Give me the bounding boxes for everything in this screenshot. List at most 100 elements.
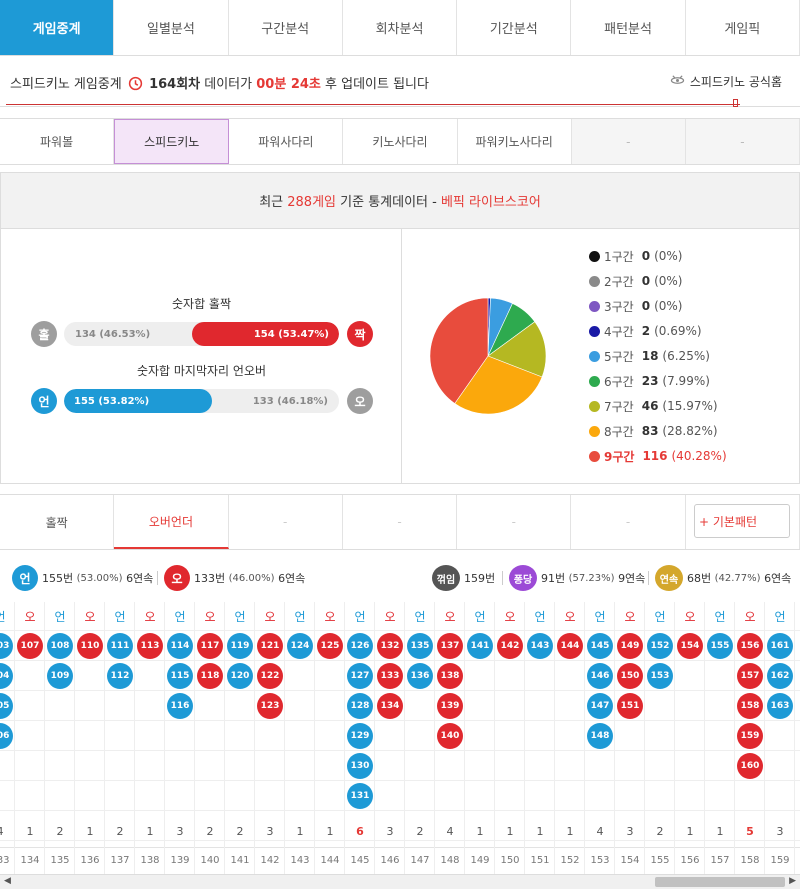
legend-dot-icon [589,450,600,462]
column-header: 오 [324,609,336,624]
under-ball: 119 [227,633,253,659]
over-ball: 133 [377,663,403,689]
oddeven-bar: 134 (46.53%) 154 (53.47%) [64,322,339,346]
column-header: 오 [144,609,156,624]
column-header: 오 [744,609,756,624]
over-count: 133번 [194,572,226,585]
column-count: 1 [506,825,514,838]
game-tab-0[interactable]: 파워볼 [0,119,115,164]
column-header: 언 [474,609,486,624]
under-ball: 131 [347,783,373,809]
over-ball: 149 [617,633,643,659]
column-header: 언 [174,609,186,624]
pattern-tab-2: - [229,495,343,549]
scrollbar-thumb[interactable] [655,877,785,887]
over-ball: 132 [377,633,403,659]
column-round: 148 [440,855,460,866]
column-header: 오 [684,609,696,624]
pattern-column: 오 156 157 158 159 160 5 158 [735,602,765,874]
legend-pct: (7.99%) [662,374,710,388]
legend-dot-icon [589,350,600,362]
tab-2[interactable]: 구간분석 [228,0,343,55]
scroll-right-icon[interactable]: ▶ [789,876,796,886]
under-ball: 136 [407,663,433,689]
divider [157,571,158,585]
game-tab-5: - [571,119,686,164]
scroll-left-icon[interactable]: ◀ [4,876,11,886]
legend-dot-icon [589,250,600,262]
game-tab-4[interactable]: 파워키노사다리 [458,119,572,164]
pattern-tab-1[interactable]: 오버언더 [114,495,229,549]
over-ball: 138 [437,663,463,689]
under-ball: 111 [107,633,133,659]
column-header: 언 [234,609,246,624]
tab-5[interactable]: 패턴분석 [571,0,686,55]
tab-0[interactable]: 게임중계 [0,0,115,55]
column-count: 2 [236,825,244,838]
grid-row-line [0,780,800,781]
game-tab-1[interactable]: 스피드키노 [114,119,230,164]
stats-head-brand: 베픽 라이브스코어 [440,195,541,210]
pattern-tab-0[interactable]: 홀짝 [0,495,115,549]
tab-6[interactable]: 게임픽 [685,0,800,55]
grid-row-line [0,630,800,631]
column-round: 157 [710,855,730,866]
over-ball: 157 [737,663,763,689]
info-bar: 스피드키노 게임중계 164회차 데이터가 00분 24초 후 업데이트 됩니다… [0,57,800,107]
column-round: 136 [80,855,100,866]
grid-row-line [0,750,800,751]
column-count: 3 [626,825,634,838]
legend-pct: (6.25%) [662,349,710,363]
column-round: 154 [620,855,640,866]
tab-4[interactable]: 기간분석 [457,0,572,55]
update-notice: 스피드키노 게임중계 164회차 데이터가 00분 24초 후 업데이트 됩니다 [10,73,429,95]
column-round: 159 [770,855,790,866]
stats-panel: 최근 288게임 기준 통계데이터 - 베픽 라이브스코어 숫자합 홀짝 홀 1… [0,172,800,484]
legend-pct: (0%) [654,274,683,288]
column-round: 151 [530,855,550,866]
game-tab-3[interactable]: 키노사다리 [343,119,458,164]
legend-label: 6구간 [604,374,634,389]
over-ball: 110 [77,633,103,659]
game-tab-2[interactable]: 파워사다리 [229,119,344,164]
marker-icon [733,99,738,107]
legend-label: 4구간 [604,324,634,339]
over-value: 133 (46.18%) [252,395,328,407]
pattern-column: 언 114 115 116 3 139 [165,602,195,874]
stats-head-mid: 기준 통계데이터 - [340,195,437,210]
under-ball: 148 [587,723,613,749]
column-round: 147 [410,855,430,866]
over-ball: 156 [737,633,763,659]
column-count: 3 [776,825,784,838]
column-header: 언 [294,609,306,624]
column-header: 언 [654,609,666,624]
legend-item-2: 2구간 0 (0%) [589,271,682,291]
tab-3[interactable]: 회차분석 [342,0,458,55]
column-round: 139 [170,855,190,866]
tab-1[interactable]: 일별분석 [114,0,229,55]
legend-label: 5구간 [604,349,634,364]
under-icon: 언 [31,388,57,414]
column-count: 2 [116,825,124,838]
legend-dot-icon [589,275,600,287]
column-round: 138 [140,855,160,866]
column-header: 오 [564,609,576,624]
pattern-column: 언 111 112 2 137 [105,602,135,874]
overunder-title: 숫자합 마지막자리 언오버 [136,364,267,378]
official-site-link[interactable]: 스피드키노 공식홈 [670,73,782,90]
pattern-column: 오 113 1 138 [135,602,165,874]
pattern-column: 언 155 1 157 [705,602,735,874]
over-ball: 160 [737,753,763,779]
pie-slice-8 [454,355,543,415]
pattern-column: 오 142 1 150 [495,602,525,874]
column-count: 1 [536,825,544,838]
horizontal-scrollbar[interactable]: ◀ ▶ [0,874,800,889]
grid-row-line [0,660,800,661]
basic-pattern-button[interactable]: + 기본패턴 [694,504,790,538]
info-mid: 데이터가 [204,77,253,92]
under-ball: 124 [287,633,313,659]
clock-icon [128,76,143,95]
mixed-badge: 꺾임 [432,565,460,591]
legend-count: 0 [641,299,651,313]
legend-item-7: 7구간 46 (15.97%) [589,396,718,416]
